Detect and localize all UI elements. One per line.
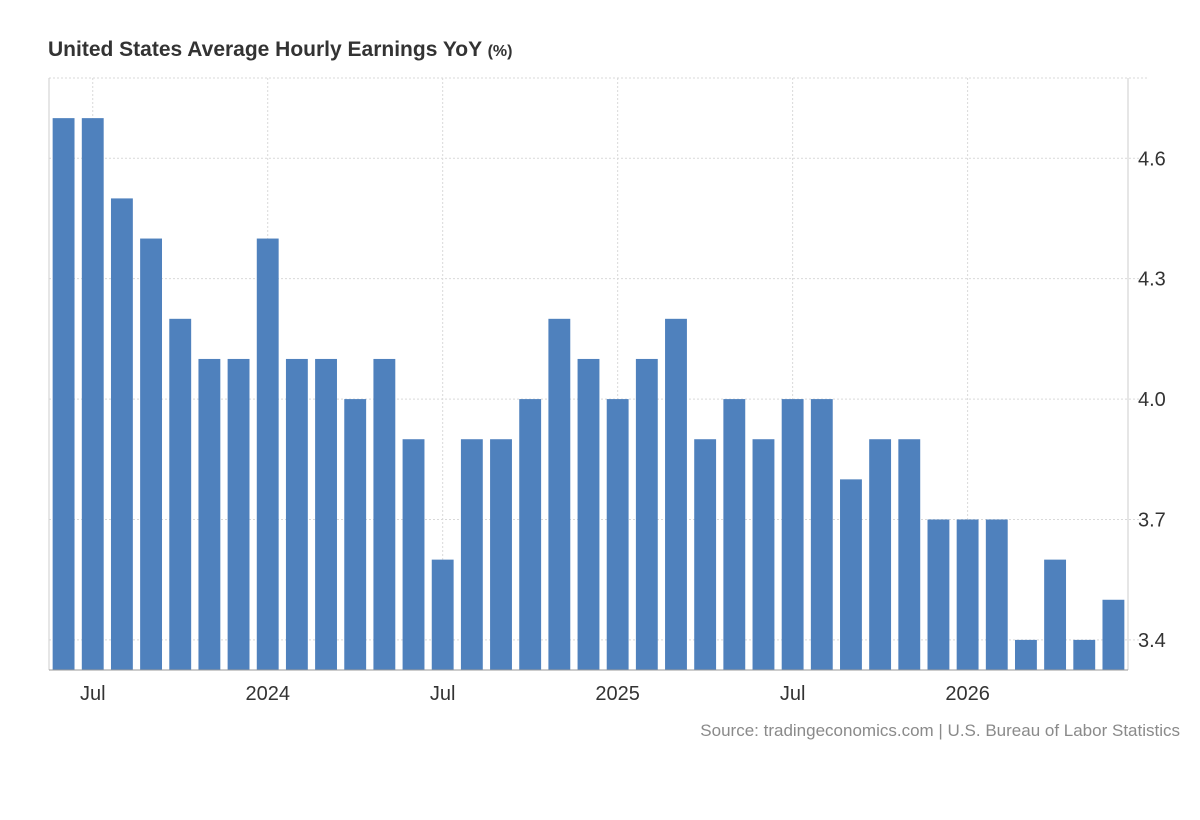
bar: [752, 439, 775, 670]
bars: [52, 118, 1125, 671]
bar: [256, 238, 279, 671]
bar: [810, 399, 833, 670]
bar: [198, 358, 221, 670]
y-tick-label: 4.3: [1138, 269, 1166, 291]
chart-title-unit: (%): [487, 43, 513, 60]
x-tick-label: 2024: [245, 683, 290, 705]
y-tick-label: 3.7: [1138, 509, 1166, 531]
bar: [519, 399, 542, 670]
x-tick-labels: Jul 2024 Jul 2025 Jul 2026: [80, 683, 990, 705]
bar: [985, 519, 1008, 670]
bar: [315, 358, 337, 670]
bar: [1014, 639, 1037, 670]
y-tick-label: 4.0: [1138, 389, 1166, 411]
bar: [723, 399, 746, 670]
y-tick-labels: 4.6 4.3 4.0 3.7 3.4: [1138, 148, 1166, 652]
bar: [81, 118, 104, 670]
bar: [548, 318, 571, 670]
bar: [227, 358, 250, 670]
bar: [110, 198, 133, 670]
bar: [460, 439, 483, 670]
x-tick-label: Jul: [430, 683, 456, 705]
bar: [1102, 599, 1125, 670]
bar: [169, 318, 192, 670]
bar: [927, 519, 950, 670]
bar: [635, 358, 658, 670]
bar: [606, 399, 629, 670]
x-tick-label: 2026: [945, 683, 990, 705]
bar: [1073, 639, 1096, 670]
bar: [344, 399, 367, 670]
bar: [694, 439, 717, 670]
bar: [898, 439, 921, 670]
x-tick-label: 2025: [595, 683, 640, 705]
bar: [373, 358, 396, 670]
source-attribution: Source: tradingeconomics.com | U.S. Bure…: [700, 721, 1180, 740]
bar: [665, 318, 687, 670]
y-tick-label: 3.4: [1138, 630, 1166, 652]
chart-title-text: United States Average Hourly Earnings Yo…: [48, 38, 482, 61]
bar: [140, 238, 163, 671]
x-tick-label: Jul: [80, 683, 106, 705]
bar: [285, 358, 308, 670]
bar: [1044, 559, 1067, 670]
x-tick-label: Jul: [780, 683, 806, 705]
bar: [781, 399, 804, 670]
bar: [577, 358, 600, 670]
y-tick-label: 4.6: [1138, 148, 1166, 170]
bar: [840, 479, 862, 670]
chart-title: United States Average Hourly Earnings Yo…: [48, 38, 512, 62]
bar: [956, 519, 979, 670]
axes: [48, 78, 1129, 671]
bar: [869, 439, 892, 670]
bar: [52, 118, 75, 670]
bar: [402, 439, 425, 670]
bar: [490, 439, 512, 670]
bar: [431, 559, 454, 670]
